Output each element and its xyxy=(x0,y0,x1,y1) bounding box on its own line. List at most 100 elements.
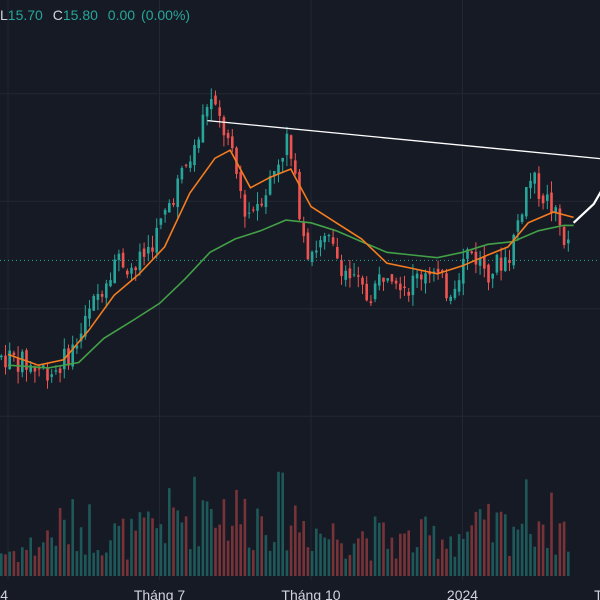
candle-body xyxy=(331,237,335,244)
candle-body xyxy=(96,293,100,300)
volume-bar xyxy=(319,533,322,576)
x-tick-label: 4 xyxy=(0,587,8,600)
candle-body xyxy=(176,178,179,208)
volume-bar xyxy=(117,525,121,576)
volume-bar xyxy=(390,537,394,576)
volume-bar xyxy=(491,542,494,576)
volume-bar xyxy=(327,539,331,576)
grid-lines xyxy=(0,0,600,580)
candle-body xyxy=(29,365,32,372)
volume-bar xyxy=(138,512,142,576)
volume-bar xyxy=(474,511,478,576)
candle-body xyxy=(352,274,356,276)
volume-bar xyxy=(25,549,28,576)
x-tick-label: Tháng xyxy=(594,587,600,600)
change-percent: (0.00%) xyxy=(141,7,191,23)
volume-bar xyxy=(310,550,314,576)
volume-bar xyxy=(8,551,11,576)
volume-bar xyxy=(33,555,37,576)
volume-bar xyxy=(449,536,452,576)
volume-bar xyxy=(29,537,32,576)
volume-bar xyxy=(361,531,364,576)
candle-body xyxy=(533,172,536,184)
volume-bar xyxy=(226,540,230,576)
change-value: 0.00 xyxy=(107,7,136,23)
volume-bars xyxy=(0,471,570,576)
candle-body xyxy=(319,240,322,248)
candle-body xyxy=(172,202,175,205)
candle-body xyxy=(273,170,276,177)
candle-body xyxy=(499,257,503,271)
candle-body xyxy=(504,257,507,271)
candle-body xyxy=(516,220,520,232)
candle-body xyxy=(512,234,515,266)
candle-body xyxy=(126,270,129,275)
volume-bar xyxy=(424,516,427,576)
volume-bar xyxy=(315,528,318,576)
candle-body xyxy=(197,139,200,149)
volume-bar xyxy=(37,547,41,576)
candle-body xyxy=(16,357,20,372)
candle-body xyxy=(487,264,490,283)
candle-body xyxy=(210,99,213,110)
volume-bar xyxy=(88,504,91,576)
volume-bar xyxy=(504,514,507,576)
volume-bar xyxy=(222,499,226,576)
candle-body xyxy=(567,239,570,244)
candle-body xyxy=(289,135,293,159)
candle-body xyxy=(71,344,74,367)
volume-bar xyxy=(546,547,549,576)
candle-body xyxy=(554,207,557,213)
candle-body xyxy=(134,267,137,271)
candle-body xyxy=(21,351,24,373)
candle-body xyxy=(474,251,478,265)
volume-bar xyxy=(323,537,326,576)
volume-bar xyxy=(348,554,352,576)
candle-body xyxy=(541,195,545,204)
candle-body xyxy=(268,176,272,195)
candle-body xyxy=(441,270,444,273)
volume-bar xyxy=(96,550,100,576)
volume-bar xyxy=(550,492,553,576)
volume-bar xyxy=(256,508,259,576)
volume-bar xyxy=(159,524,163,576)
candle-body xyxy=(302,222,305,237)
volume-bar xyxy=(84,554,87,576)
volume-bar xyxy=(554,554,557,576)
candle-body xyxy=(327,235,331,237)
x-tick-label: Tháng 10 xyxy=(281,587,340,600)
volume-bar xyxy=(42,542,45,576)
volume-bar xyxy=(130,518,133,576)
candle-body xyxy=(256,203,259,211)
candle-body xyxy=(142,248,146,257)
volume-bar xyxy=(420,519,423,576)
volume-bar xyxy=(260,516,263,576)
volume-bar xyxy=(210,508,213,576)
volume-bar xyxy=(0,553,3,576)
candle-body xyxy=(281,157,284,162)
candle-body xyxy=(252,209,255,211)
volume-bar xyxy=(462,538,465,576)
candle-body xyxy=(294,160,297,174)
candle-body xyxy=(222,117,226,136)
candle-body xyxy=(54,370,58,372)
candle-body xyxy=(121,252,125,268)
low-readout: L15.70 xyxy=(0,7,43,23)
volume-bar xyxy=(231,525,234,576)
candle-body xyxy=(214,95,217,105)
volume-bar xyxy=(562,521,566,576)
projection-curve[interactable] xyxy=(572,131,600,224)
volume-bar xyxy=(411,552,415,576)
volume-bar xyxy=(407,530,410,576)
candle-body xyxy=(365,283,368,301)
candle-body xyxy=(75,345,79,349)
candle-body xyxy=(12,352,16,355)
candle-body xyxy=(50,374,53,377)
candle-body xyxy=(378,274,381,286)
candle-body xyxy=(67,348,70,366)
volume-bar xyxy=(331,523,335,576)
volume-bar xyxy=(205,501,209,576)
resistance-trendline[interactable] xyxy=(207,119,600,161)
